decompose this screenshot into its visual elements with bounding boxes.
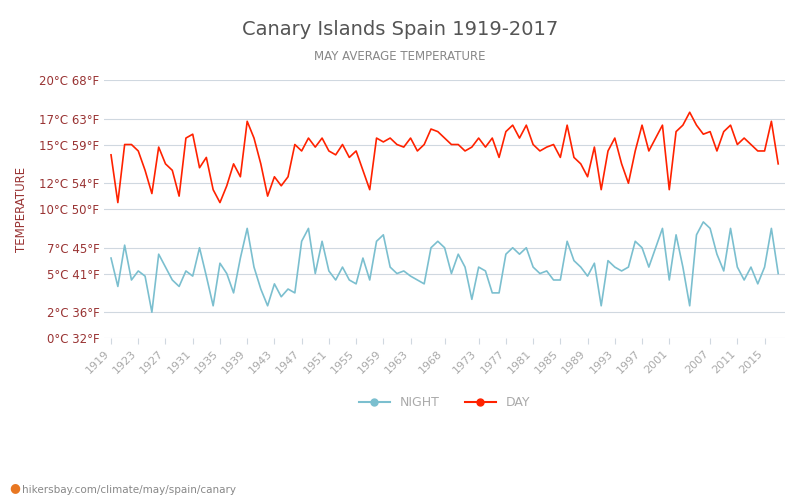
Text: ●: ●: [10, 481, 21, 494]
Y-axis label: TEMPERATURE: TEMPERATURE: [15, 166, 28, 252]
Text: MAY AVERAGE TEMPERATURE: MAY AVERAGE TEMPERATURE: [314, 50, 486, 63]
Legend: NIGHT, DAY: NIGHT, DAY: [354, 392, 535, 414]
Text: Canary Islands Spain 1919-2017: Canary Islands Spain 1919-2017: [242, 20, 558, 39]
Text: hikersbay.com/climate/may/spain/canary: hikersbay.com/climate/may/spain/canary: [22, 485, 237, 495]
